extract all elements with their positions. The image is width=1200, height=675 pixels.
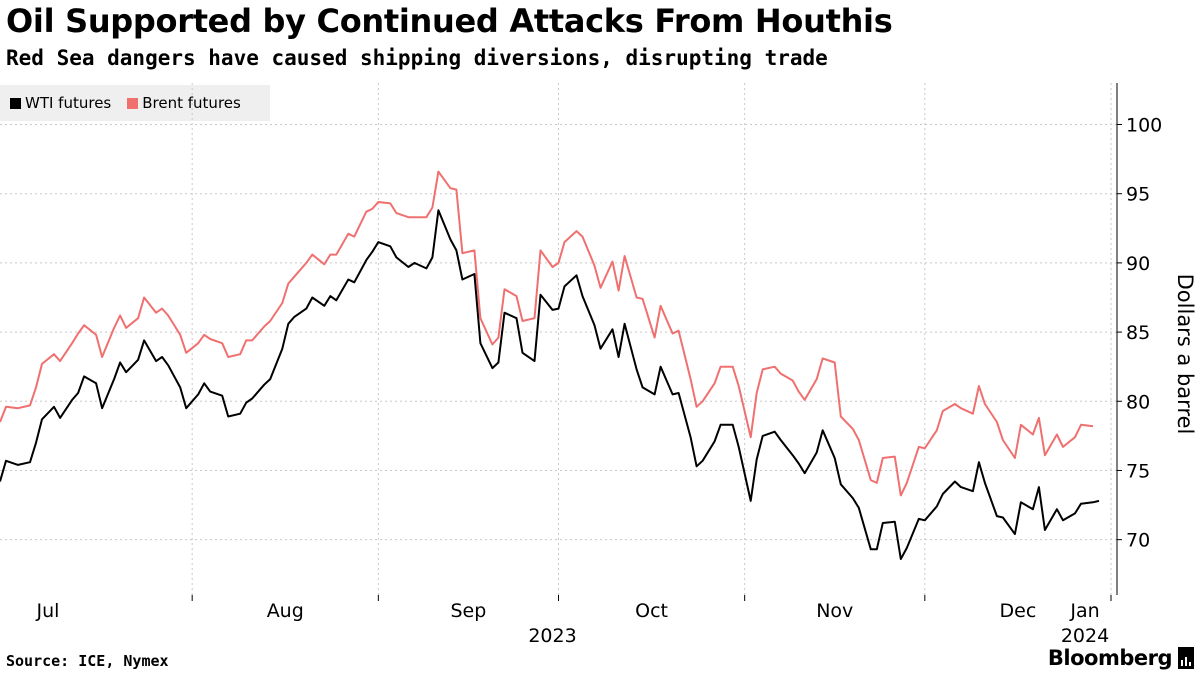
axes — [191, 83, 1122, 601]
legend-swatch-brent — [127, 97, 139, 109]
y-tick-label: 100 — [1126, 115, 1162, 137]
x-tick-label: Aug — [267, 600, 304, 622]
bloomberg-bars-icon — [1178, 647, 1194, 669]
wti-futures-line — [0, 209, 1100, 560]
x-tick-label: Dec — [1000, 600, 1037, 622]
y-tick-label: 95 — [1126, 184, 1150, 206]
legend-label-brent: Brent futures — [142, 94, 241, 112]
series-lines — [0, 170, 1100, 560]
x-tick-label: Sep — [451, 600, 487, 622]
legend-entry-brent: Brent futures — [127, 94, 241, 112]
y-tick-label: 80 — [1126, 391, 1150, 413]
x-tick-label: Oct — [635, 600, 668, 622]
y-tick-label: 75 — [1126, 460, 1150, 482]
legend-label-wti: WTI futures — [25, 94, 112, 112]
brand-name: Bloomberg — [1047, 646, 1173, 670]
chart-subtitle: Red Sea dangers have caused shipping div… — [6, 46, 828, 70]
y-tick-label: 90 — [1126, 253, 1150, 275]
grid-lines — [0, 83, 1117, 595]
source-note: Source: ICE, Nymex — [6, 652, 169, 670]
x-tick-label: Jul — [36, 600, 60, 622]
chart-legend: WTI futures Brent futures — [0, 85, 270, 121]
brand-logo: Bloomberg — [1048, 646, 1194, 670]
brent-futures-line — [0, 170, 1094, 497]
x-tick-label: Jan — [1069, 600, 1099, 622]
legend-entry-wti: WTI futures — [10, 94, 111, 112]
year-label: 2023 — [528, 625, 576, 647]
y-tick-label: 85 — [1126, 322, 1150, 344]
legend-swatch-wti — [10, 97, 21, 109]
tick-labels: 70 75 80 85 90 95 100 Jul Aug Sep Oct Nov Dec Jan 2023… — [36, 115, 1197, 647]
chart-title: Oil Supported by Continued Attacks From … — [6, 2, 893, 40]
y-tick-label: 70 — [1126, 530, 1150, 552]
y-axis-title: Dollars a barrel — [1173, 274, 1197, 435]
year-label: 2024 — [1061, 625, 1109, 647]
x-tick-label: Nov — [816, 600, 853, 622]
